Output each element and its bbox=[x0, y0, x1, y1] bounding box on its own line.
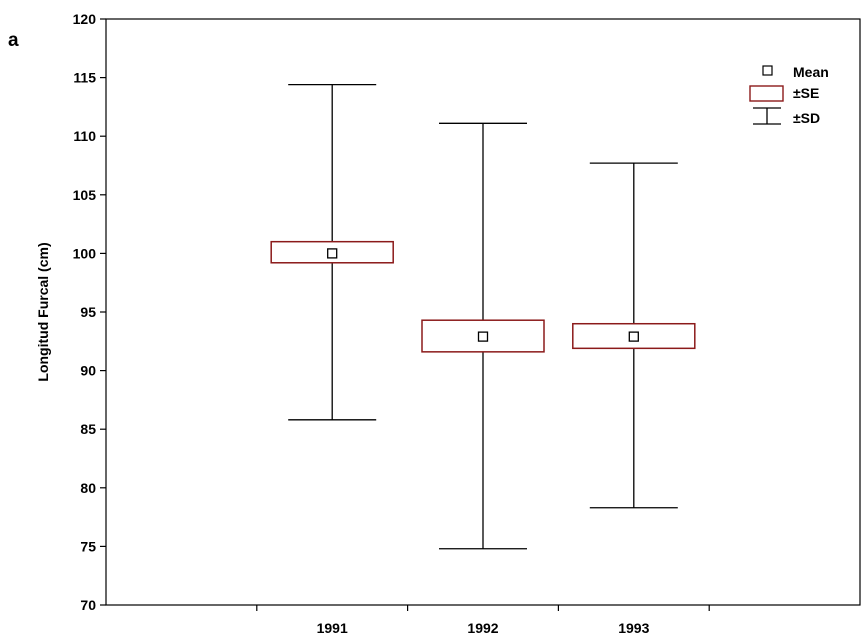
y-axis: 70 75 80 85 90 95 100 105 110 115 120 bbox=[73, 11, 106, 613]
legend-mean-label: Mean bbox=[793, 64, 829, 80]
se-box bbox=[572, 322, 696, 350]
legend-mean-marker bbox=[762, 65, 773, 76]
mean-marker bbox=[477, 331, 489, 342]
y-tick-label: 90 bbox=[80, 363, 96, 379]
y-tick-label: 70 bbox=[80, 597, 96, 613]
box-group-1992 bbox=[421, 122, 545, 550]
box-group-1991 bbox=[270, 83, 394, 421]
panel-letter: a bbox=[8, 30, 19, 51]
y-tick-label: 75 bbox=[80, 538, 96, 554]
y-tick-label: 80 bbox=[80, 480, 96, 496]
x-tick-label: 1992 bbox=[467, 620, 498, 636]
y-tick-label: 105 bbox=[73, 187, 97, 203]
legend-sd-label: ±SD bbox=[793, 110, 820, 126]
mean-marker bbox=[628, 331, 639, 342]
box-group-1993 bbox=[572, 162, 696, 509]
x-axis: 1991 1992 1993 bbox=[256, 605, 710, 636]
y-tick-label: 120 bbox=[73, 11, 97, 27]
y-tick-label: 115 bbox=[73, 70, 96, 86]
plot-area bbox=[270, 83, 696, 550]
y-tick-label: 100 bbox=[73, 245, 97, 261]
y-axis-title: Longitud Furcal (cm) bbox=[35, 242, 51, 381]
y-tick-label: 95 bbox=[80, 304, 96, 320]
legend-sd-glyph bbox=[753, 107, 781, 125]
mean-marker bbox=[327, 248, 338, 259]
x-tick-label: 1993 bbox=[618, 620, 649, 636]
x-tick-label: 1991 bbox=[317, 620, 348, 636]
legend: Mean ±SE ±SD bbox=[749, 64, 829, 126]
y-tick-label: 85 bbox=[80, 421, 96, 437]
legend-se-swatch bbox=[749, 85, 784, 102]
y-tick-label: 110 bbox=[73, 128, 96, 144]
legend-se-label: ±SE bbox=[793, 85, 819, 101]
